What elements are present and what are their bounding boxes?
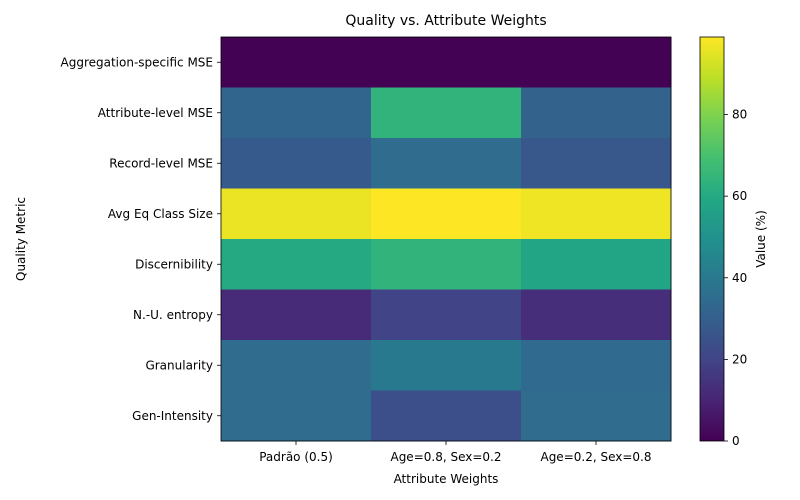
heatmap-cell <box>371 188 522 240</box>
heatmap-cell <box>371 239 522 290</box>
colorbar-tick-label: 40 <box>732 271 747 285</box>
colorbar-label: Value (%) <box>754 210 768 268</box>
colorbar-ticks: 0 20 40 60 80 <box>724 108 747 448</box>
y-tick-label: Discernibility <box>135 257 213 271</box>
y-tick-label: Record-level MSE <box>109 156 213 170</box>
colorbar <box>700 37 724 441</box>
x-tick-label: Padrão (0.5) <box>259 450 333 464</box>
heatmap-cell <box>371 340 522 391</box>
heatmap-cell <box>371 138 522 189</box>
heatmap-cell <box>371 390 522 442</box>
heatmap-cell <box>221 87 372 139</box>
colorbar-tick-label: 60 <box>732 189 747 203</box>
x-tick-labels: Padrão (0.5) Age=0.8, Sex=0.2 Age=0.2, Sex… <box>259 441 652 464</box>
heatmap-cell <box>371 87 522 139</box>
heatmap-cells <box>221 37 672 442</box>
heatmap-cell <box>221 340 372 391</box>
y-tick-label: N.-U. entropy <box>133 308 213 322</box>
chart-title: Quality vs. Attribute Weights <box>345 13 546 29</box>
heatmap-cell <box>221 188 372 240</box>
y-tick-labels: Aggregation-specific MSE Attribute-level … <box>61 55 221 423</box>
plot-frame <box>220 36 672 442</box>
heatmap-cell <box>371 289 522 341</box>
colorbar-frame <box>699 36 725 442</box>
heatmap-cell <box>221 138 372 189</box>
heatmap-cell <box>221 37 372 88</box>
y-tick-label: Gen-Intensity <box>132 409 213 423</box>
heatmap-cell <box>521 340 672 391</box>
heatmap-cell <box>521 390 672 442</box>
y-tick-label: Aggregation-specific MSE <box>61 55 214 69</box>
heatmap-cell <box>521 188 672 240</box>
heatmap-cell <box>521 37 672 88</box>
colorbar-tick-label: 20 <box>732 352 747 366</box>
heatmap-cell <box>221 289 372 341</box>
heatmap-cell <box>521 87 672 139</box>
heatmap-cell <box>221 390 372 442</box>
x-axis-label: Attribute Weights <box>394 472 499 486</box>
colorbar-tick-label: 0 <box>732 434 740 448</box>
y-tick-label: Avg Eq Class Size <box>108 207 213 221</box>
y-tick-label: Attribute-level MSE <box>98 106 213 120</box>
heatmap-cell <box>521 289 672 341</box>
x-tick-label: Age=0.8, Sex=0.2 <box>390 450 501 464</box>
x-tick-label: Age=0.2, Sex=0.8 <box>540 450 651 464</box>
heatmap-cell <box>521 138 672 189</box>
heatmap-cell <box>221 239 372 290</box>
y-axis-label: Quality Metric <box>14 197 28 281</box>
heatmap-cell <box>371 37 522 88</box>
heatmap-cell <box>521 239 672 290</box>
y-tick-label: Granularity <box>145 358 213 372</box>
colorbar-tick-label: 80 <box>732 108 747 122</box>
